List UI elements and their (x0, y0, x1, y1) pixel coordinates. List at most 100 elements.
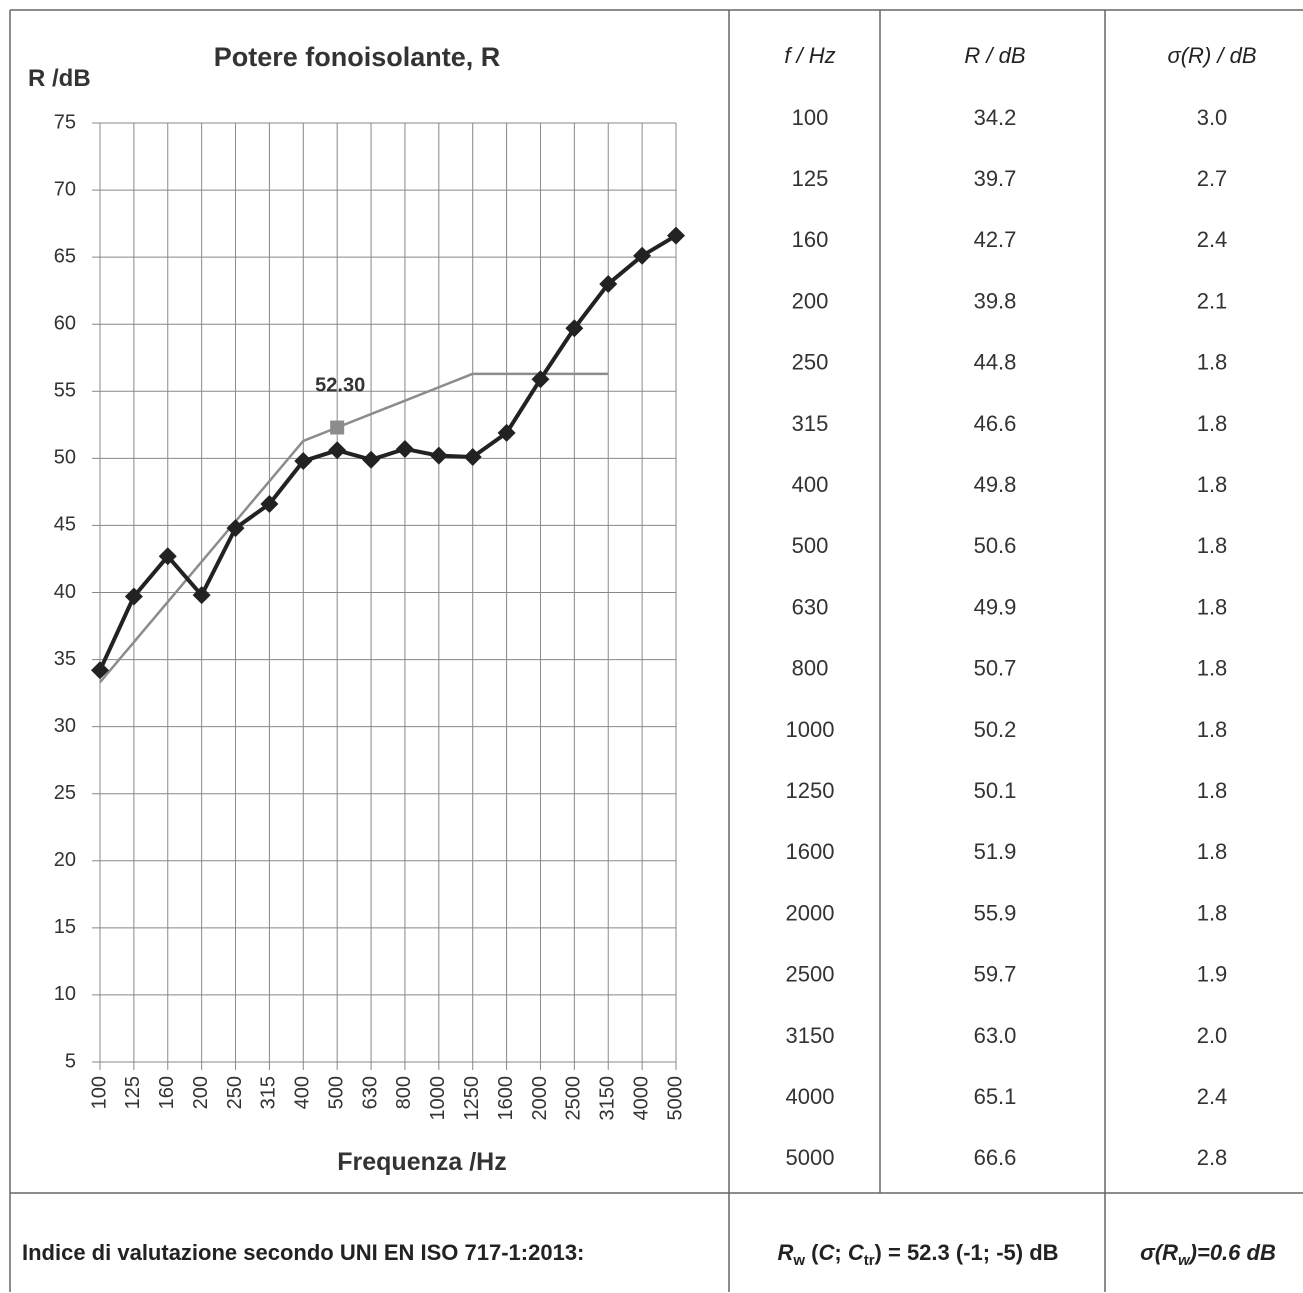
frame (9, 9, 1303, 1292)
marker (226, 519, 245, 538)
table-cell: 4000 (786, 1084, 835, 1109)
x-tick-label: 250 (224, 1076, 246, 1109)
marker (531, 370, 550, 389)
table-cell: 39.8 (974, 288, 1017, 313)
table-cell: 125 (792, 166, 829, 191)
table-cell: 3150 (786, 1023, 835, 1048)
x-tick-label: 1000 (427, 1076, 449, 1121)
table-cell: 160 (792, 227, 829, 252)
x-tick-label: 1600 (495, 1076, 517, 1121)
table-cell: 100 (792, 105, 829, 130)
y-tick-label: 25 (54, 782, 76, 804)
marker (395, 439, 414, 458)
x-tick-label: 1250 (461, 1076, 483, 1121)
table-cell: 1.8 (1197, 594, 1228, 619)
x-tick-label: 500 (325, 1076, 347, 1109)
x-tick-label: 160 (156, 1076, 178, 1109)
table-cell: 5000 (786, 1145, 835, 1170)
marker (565, 319, 584, 338)
y-tick-label: 40 (54, 581, 76, 603)
annotation-label: 52.30 (315, 375, 365, 397)
table-cell: 50.7 (974, 656, 1017, 681)
uncertainty: σ(Rw)=0.6 dB (1140, 1240, 1276, 1269)
y-tick-label: 45 (54, 514, 76, 536)
table-cell: 50.6 (974, 533, 1017, 558)
y-axis-label: R /dB (28, 65, 91, 92)
x-tick-label: 5000 (664, 1076, 686, 1121)
table-cell: 630 (792, 594, 829, 619)
header: f / Hz (784, 43, 835, 68)
table-cell: 59.7 (974, 962, 1017, 987)
table-cell: 500 (792, 533, 829, 558)
x-tick-label: 630 (359, 1076, 381, 1109)
rating-part: R (777, 1240, 793, 1265)
table-cell: 55.9 (974, 900, 1017, 925)
rating-part: w (792, 1252, 805, 1269)
table-cell: 1.8 (1197, 900, 1228, 925)
y-tick-label: 65 (54, 245, 76, 267)
table-cell: 50.1 (974, 778, 1017, 803)
y-tick-label: 75 (54, 111, 76, 133)
marker (497, 423, 516, 442)
table-cell: 2000 (786, 900, 835, 925)
y-tick-label: 55 (54, 380, 76, 402)
table-cell: 400 (792, 472, 829, 497)
x-tick-label: 125 (122, 1076, 144, 1109)
table-cell: 34.2 (974, 105, 1017, 130)
marker (192, 586, 211, 605)
table-cell: 42.7 (974, 227, 1017, 252)
uncertainty-part: w (1178, 1252, 1191, 1269)
chart-title: Potere fonoisolante, R (214, 42, 501, 72)
table-cell: 1.9 (1197, 962, 1228, 987)
x-tick-label: 400 (292, 1076, 314, 1109)
y-tick-label: 70 (54, 178, 76, 200)
x-tick-label: 4000 (630, 1076, 652, 1121)
marker (260, 494, 279, 513)
table-cell: 65.1 (974, 1084, 1017, 1109)
table-cell: 49.9 (974, 594, 1017, 619)
table-cell: 1.8 (1197, 472, 1228, 497)
table-cell: 39.7 (974, 166, 1017, 191)
table-cell: 1.8 (1197, 778, 1228, 803)
annotation-marker (330, 420, 345, 435)
table-cell: 2.7 (1197, 166, 1228, 191)
table-cell: 1.8 (1197, 350, 1228, 375)
y-tick-label: 15 (54, 916, 76, 938)
table-cell: 1000 (786, 717, 835, 742)
table-cell: 200 (792, 288, 829, 313)
table: f / Hz R / dB σ(R) / dB 100 34.2 3.0 125 39.… (784, 43, 1256, 1170)
table-cell: 50.2 (974, 717, 1017, 742)
marker (633, 246, 652, 265)
table-cell: 46.6 (974, 411, 1017, 436)
y-tick-label: 20 (54, 849, 76, 871)
x-tick-label: 200 (190, 1076, 212, 1109)
table-cell: 315 (792, 411, 829, 436)
header: R / dB (964, 43, 1025, 68)
table-cell: 800 (792, 656, 829, 681)
table-cell: 66.6 (974, 1145, 1017, 1170)
rating-part: ( (805, 1240, 819, 1265)
x-tick-label: 2500 (563, 1076, 585, 1121)
y-tick-label: 10 (54, 983, 76, 1005)
y-tick-label: 50 (54, 447, 76, 469)
table-cell: 1.8 (1197, 533, 1228, 558)
uncertainty-part: )=0.6 dB (1188, 1240, 1276, 1265)
x-axis-label: Frequenza /Hz (337, 1148, 506, 1176)
y-tick-label: 60 (54, 312, 76, 334)
rating: Rw (C; Ctr) = 52.3 (-1; -5) dB (777, 1240, 1058, 1269)
table-cell: 250 (792, 350, 829, 375)
marker (294, 452, 313, 471)
table-cell: 44.8 (974, 350, 1017, 375)
marker (599, 274, 618, 293)
footer-label: Indice di valutazione secondo UNI EN ISO… (22, 1240, 584, 1265)
rating-part: ; (834, 1240, 847, 1265)
rating-part: ) = 52.3 (-1; -5) dB (875, 1240, 1059, 1265)
table-cell: 1250 (786, 778, 835, 803)
table-cell: 1.8 (1197, 839, 1228, 864)
table-cell: 2.4 (1197, 1084, 1228, 1109)
x-tick-label: 800 (393, 1076, 415, 1109)
rating-part: C (848, 1240, 865, 1265)
table-cell: 1.8 (1197, 411, 1228, 436)
x-tick-label: 3150 (597, 1076, 619, 1121)
